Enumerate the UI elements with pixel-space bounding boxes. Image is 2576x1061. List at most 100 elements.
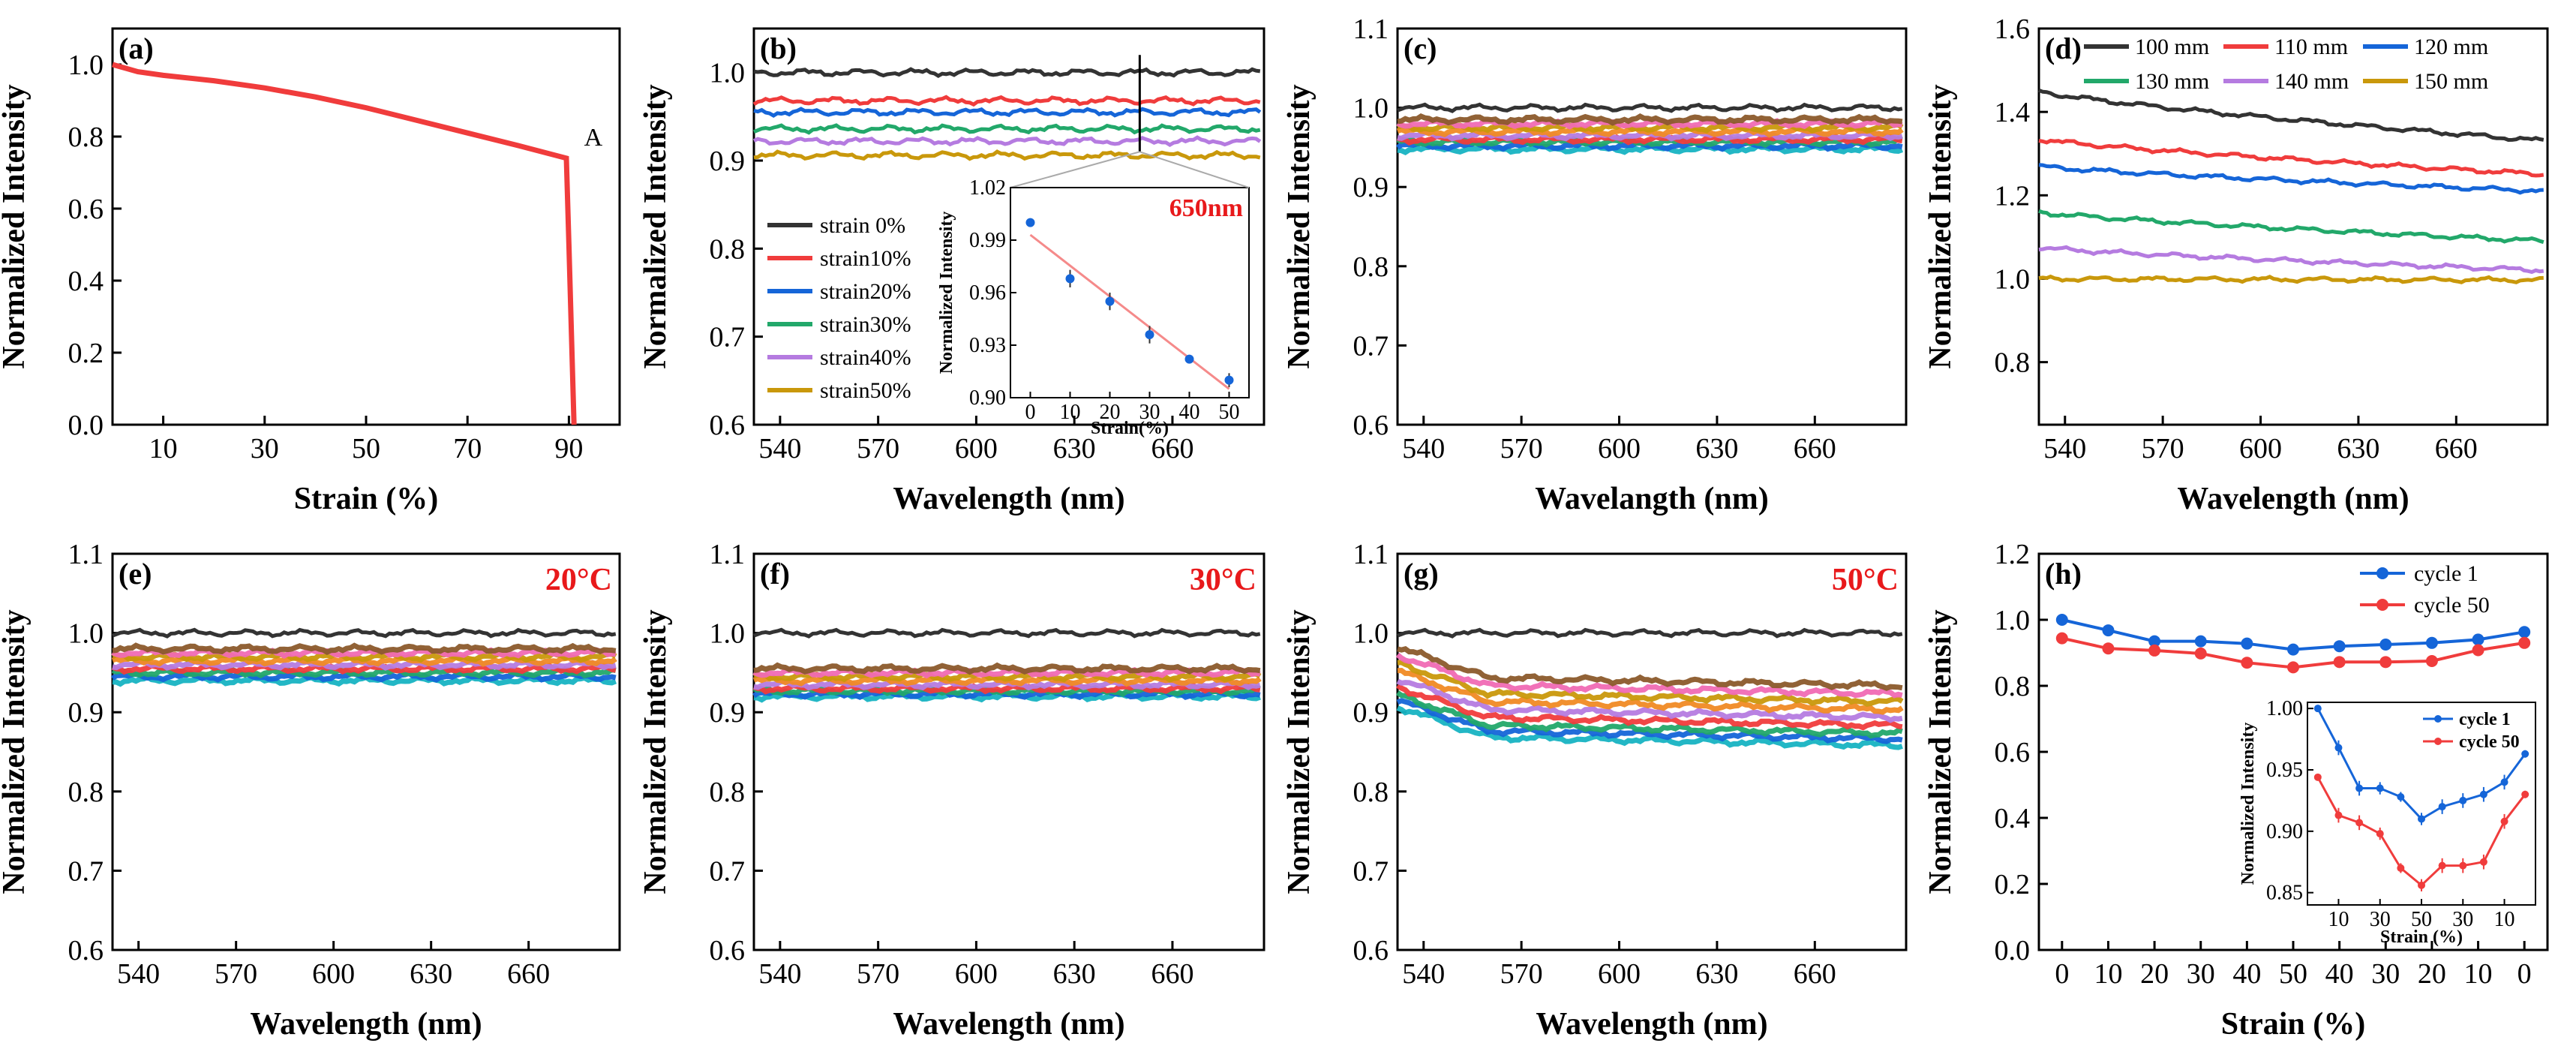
plot-frame [2037, 27, 2549, 426]
x-tick-label: 570 [857, 433, 899, 464]
data-point [2287, 643, 2299, 656]
inset-data-point [2313, 773, 2322, 781]
data-point [2425, 655, 2438, 667]
x-tick-label: 540 [1402, 958, 1445, 990]
panel-label: (h) [2045, 557, 2082, 591]
x-tick-label: 570 [1500, 958, 1543, 990]
inset-data-point [1184, 354, 1194, 364]
inset-x-tick-label: 10 [2328, 908, 2349, 931]
y-axis-label: Normalized Intensity [0, 609, 32, 894]
series-line [2038, 274, 2544, 284]
series-line [753, 123, 1261, 135]
series-line [112, 62, 577, 425]
legend-marker [2376, 599, 2388, 611]
y-tick-label: 0.6 [710, 410, 746, 441]
inset-x-tick-label: 50 [1219, 401, 1240, 424]
y-tick-label: 0.7 [68, 855, 104, 887]
data-point [2379, 639, 2392, 651]
series-line [752, 670, 1262, 683]
legend-label: 150 mm [2414, 69, 2488, 94]
x-axis-label: Wavelength (nm) [893, 1007, 1124, 1041]
y-tick-label: 1.0 [1353, 618, 1389, 650]
y-tick-label: 1.1 [1353, 539, 1389, 570]
inset-data-point [2479, 790, 2487, 798]
inset-legend-label: cycle 1 [2459, 710, 2511, 729]
inset-frame [2307, 702, 2536, 906]
y-axis-label: Normalized Intensity [638, 84, 673, 368]
plot-frame [752, 27, 1265, 426]
y-tick-label: 0.6 [1995, 737, 2031, 768]
panel-label: (a) [119, 32, 154, 65]
y-tick-label: 0.6 [1353, 410, 1389, 441]
inset-data-point [2500, 778, 2508, 786]
series-line [1396, 135, 1903, 149]
y-tick-label: 0.8 [1353, 251, 1389, 283]
x-tick-label: 540 [758, 958, 801, 990]
y-tick-label: 0.9 [68, 697, 104, 729]
y-tick-label: 1.0 [68, 618, 104, 650]
x-tick-label: 600 [955, 433, 998, 464]
x-tick-label: 70 [453, 433, 482, 464]
inset-y-tick-label: 1.02 [969, 176, 1006, 200]
y-tick-label: 1.0 [710, 58, 746, 89]
inset-data-point [1224, 375, 1234, 385]
data-point [2102, 642, 2115, 655]
temperature-label: 20°C [545, 563, 612, 597]
y-tick-label: 0.6 [710, 935, 746, 966]
x-tick-label: 660 [507, 958, 550, 990]
inset-y-tick-label: 1.00 [2266, 697, 2303, 720]
series-line [1396, 117, 1903, 130]
temperature-label: 50°C [1832, 563, 1899, 597]
x-tick-label: 50 [352, 433, 380, 464]
panel-h: 0.0 0.2 0.4 0.6 0.8 1.0 1.2 Strain (%) Normalize… [1923, 539, 2549, 1041]
inset-data-point [2521, 750, 2529, 758]
inset-x-tick-label: 30 [2452, 908, 2473, 931]
reference-line [112, 627, 617, 639]
inset-data-point [2376, 830, 2384, 838]
x-tick-label: 600 [955, 958, 998, 990]
panel-label: (g) [1404, 557, 1439, 591]
x-axis-label: Wavelength (nm) [250, 1007, 482, 1041]
inset-x-tick-label: 10 [2494, 908, 2515, 931]
series-line [1396, 683, 1903, 731]
y-tick-label: 0.8 [1995, 671, 2031, 702]
y-tick-label: 1.2 [1995, 180, 2031, 212]
panel-d: 0.8 1.0 1.2 1.4 1.6 540 570 600 630 660 Wavelength… [1923, 14, 2549, 516]
inset-y-tick-label: 0.85 [2266, 882, 2303, 905]
x-tick-label: 20 [2418, 958, 2446, 990]
x-tick-label: 630 [1695, 958, 1738, 990]
inset-data-point [1065, 274, 1075, 284]
reference-line [1397, 627, 1903, 639]
inset-x-tick-label: 50 [2411, 908, 2432, 931]
y-tick-label: 0.0 [1995, 935, 2031, 966]
series-line [752, 666, 1261, 679]
inset-connector [1010, 151, 1140, 188]
y-tick-label: 0.4 [68, 266, 104, 297]
reference-line [753, 627, 1261, 639]
x-tick-label: 600 [1598, 958, 1641, 990]
y-tick-label: 0.8 [1995, 347, 2031, 379]
x-tick-label: 40 [2325, 958, 2354, 990]
panel-label: (c) [1404, 32, 1437, 65]
legend-label: strain 0% [820, 213, 905, 238]
series-line [753, 67, 1261, 78]
x-tick-label: 630 [410, 958, 452, 990]
inset-data-point [2376, 784, 2384, 792]
inset-y-tick-label: 0.90 [969, 386, 1006, 410]
inset-legend-marker [2434, 738, 2442, 745]
y-axis-label: Normalized Intensity [1923, 84, 1958, 368]
data-point [2055, 632, 2068, 645]
inset-data-point [2355, 819, 2364, 827]
panel-f: 0.6 0.7 0.8 0.9 1.0 1.1 540 570 600 630 660 Wavelen… [638, 539, 1265, 1041]
x-tick-label: 10 [149, 433, 178, 464]
legend-label: 110 mm [2274, 35, 2348, 59]
data-point [2241, 637, 2253, 650]
series-line [1396, 705, 1903, 750]
x-tick-label: 660 [1151, 433, 1193, 464]
data-point [2194, 647, 2207, 660]
inset-data-point [2479, 858, 2487, 866]
series-line [1397, 667, 1904, 715]
inset-x-tick-label: 40 [1179, 401, 1200, 424]
y-tick-label: 0.7 [1353, 855, 1389, 887]
